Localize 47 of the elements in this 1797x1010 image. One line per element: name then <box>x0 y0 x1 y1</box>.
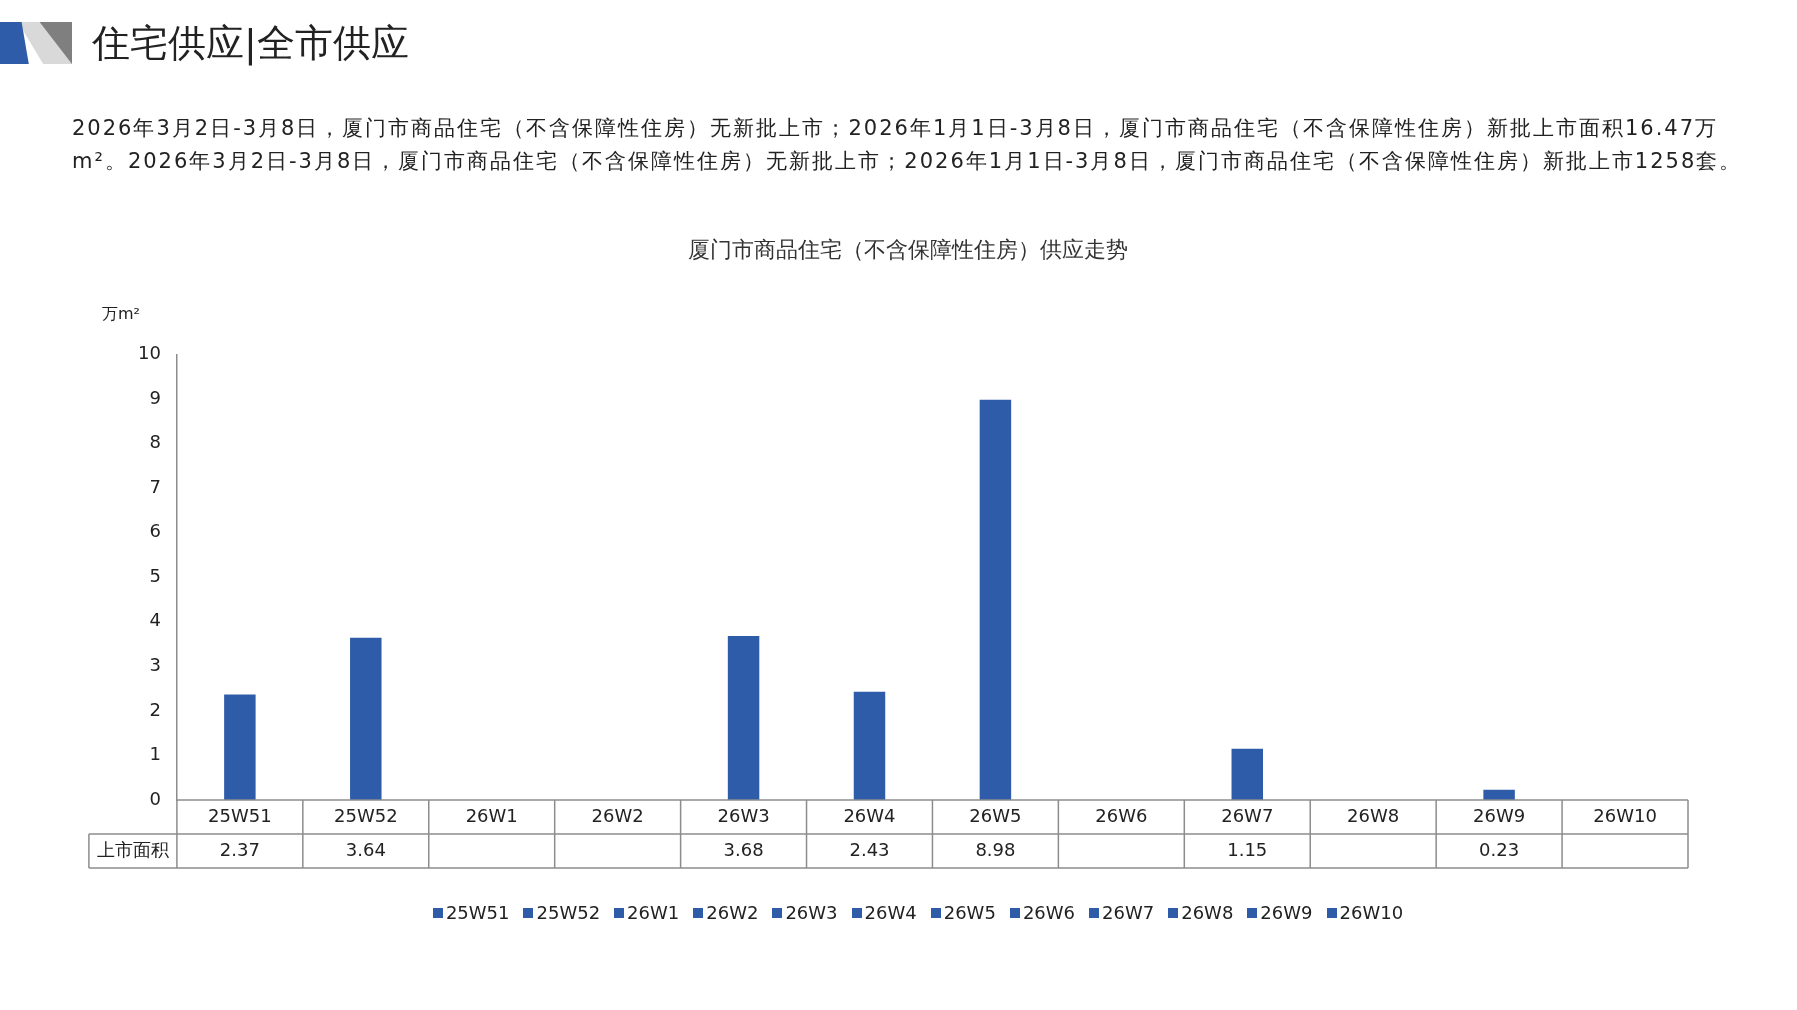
category-label: 26W1 <box>627 902 680 923</box>
x-tick-label: 25W51 <box>208 804 272 826</box>
text: 2026年3月2日-3月8日，厦门市商品住宅（不含保障性住房）无新批上市；2026年1月1日-3月8日，厦门市商品住宅（不含保障性住房）新批上市面积16.47万m²。2026年3月2日-3月8日，厦门市商品住宅（不含保障性住房）无新批上市；2026年1月1日-3月8日，厦门市商品住宅（不含保障性住房）新批上市1258套。 <box>72 115 1744 175</box>
data-label: 3.68 <box>723 838 764 860</box>
category-label: 26W4 <box>864 902 917 923</box>
data-label: 2.37 <box>219 838 260 860</box>
category-label: 26W6 <box>1022 902 1076 923</box>
category-label: 25W51 <box>445 902 510 923</box>
x-tick-label: 26W9 <box>1473 804 1526 826</box>
chart-subtitle: 住宅供应|全市供应 <box>92 19 409 68</box>
text: 上市面积 <box>96 838 169 860</box>
data-label: 0.23 <box>1479 838 1520 860</box>
y-tick-label: 6 <box>149 520 161 542</box>
category-label: 25W52 <box>536 902 601 923</box>
y-tick-label: 2 <box>149 698 161 720</box>
y-tick-label: 9 <box>149 386 161 408</box>
y-tick-label: 8 <box>149 431 161 453</box>
y-axis-title: 万m² <box>101 303 140 323</box>
category-label: 26W8 <box>1181 902 1234 923</box>
x-tick-label: 26W7 <box>1221 804 1274 826</box>
category-label: 26W2 <box>706 902 759 923</box>
category-label: 26W10 <box>1339 902 1404 923</box>
x-tick-label: 26W8 <box>1347 804 1400 826</box>
y-tick-label: 0 <box>149 787 161 809</box>
x-tick-label: 26W6 <box>1095 804 1148 826</box>
y-tick-label: 5 <box>149 564 161 586</box>
x-tick-label: 26W5 <box>969 804 1022 826</box>
x-tick-label: 26W3 <box>717 804 770 826</box>
category-label: 26W9 <box>1260 902 1313 923</box>
data-label: 8.98 <box>975 838 1016 860</box>
y-tick-label: 7 <box>149 475 161 497</box>
y-tick-label: 10 <box>138 342 161 364</box>
data-label: 1.15 <box>1227 838 1268 860</box>
y-tick-label: 3 <box>149 653 161 675</box>
data-label: 2.43 <box>849 838 890 860</box>
data-label: 3.64 <box>345 838 386 860</box>
x-tick-label: 26W2 <box>591 804 644 826</box>
x-tick-label: 26W1 <box>465 804 518 826</box>
y-tick-label: 1 <box>149 743 161 765</box>
y-tick-label: 4 <box>149 609 161 631</box>
x-tick-label: 26W10 <box>1593 804 1657 826</box>
x-tick-label: 26W4 <box>843 804 896 826</box>
category-label: 26W5 <box>943 902 996 923</box>
category-label: 26W3 <box>785 902 838 923</box>
x-tick-label: 25W52 <box>333 804 398 826</box>
chart-title: 厦门市商品住宅（不含保障性住房）供应走势 <box>688 236 1128 262</box>
category-label: 26W7 <box>1102 902 1155 923</box>
